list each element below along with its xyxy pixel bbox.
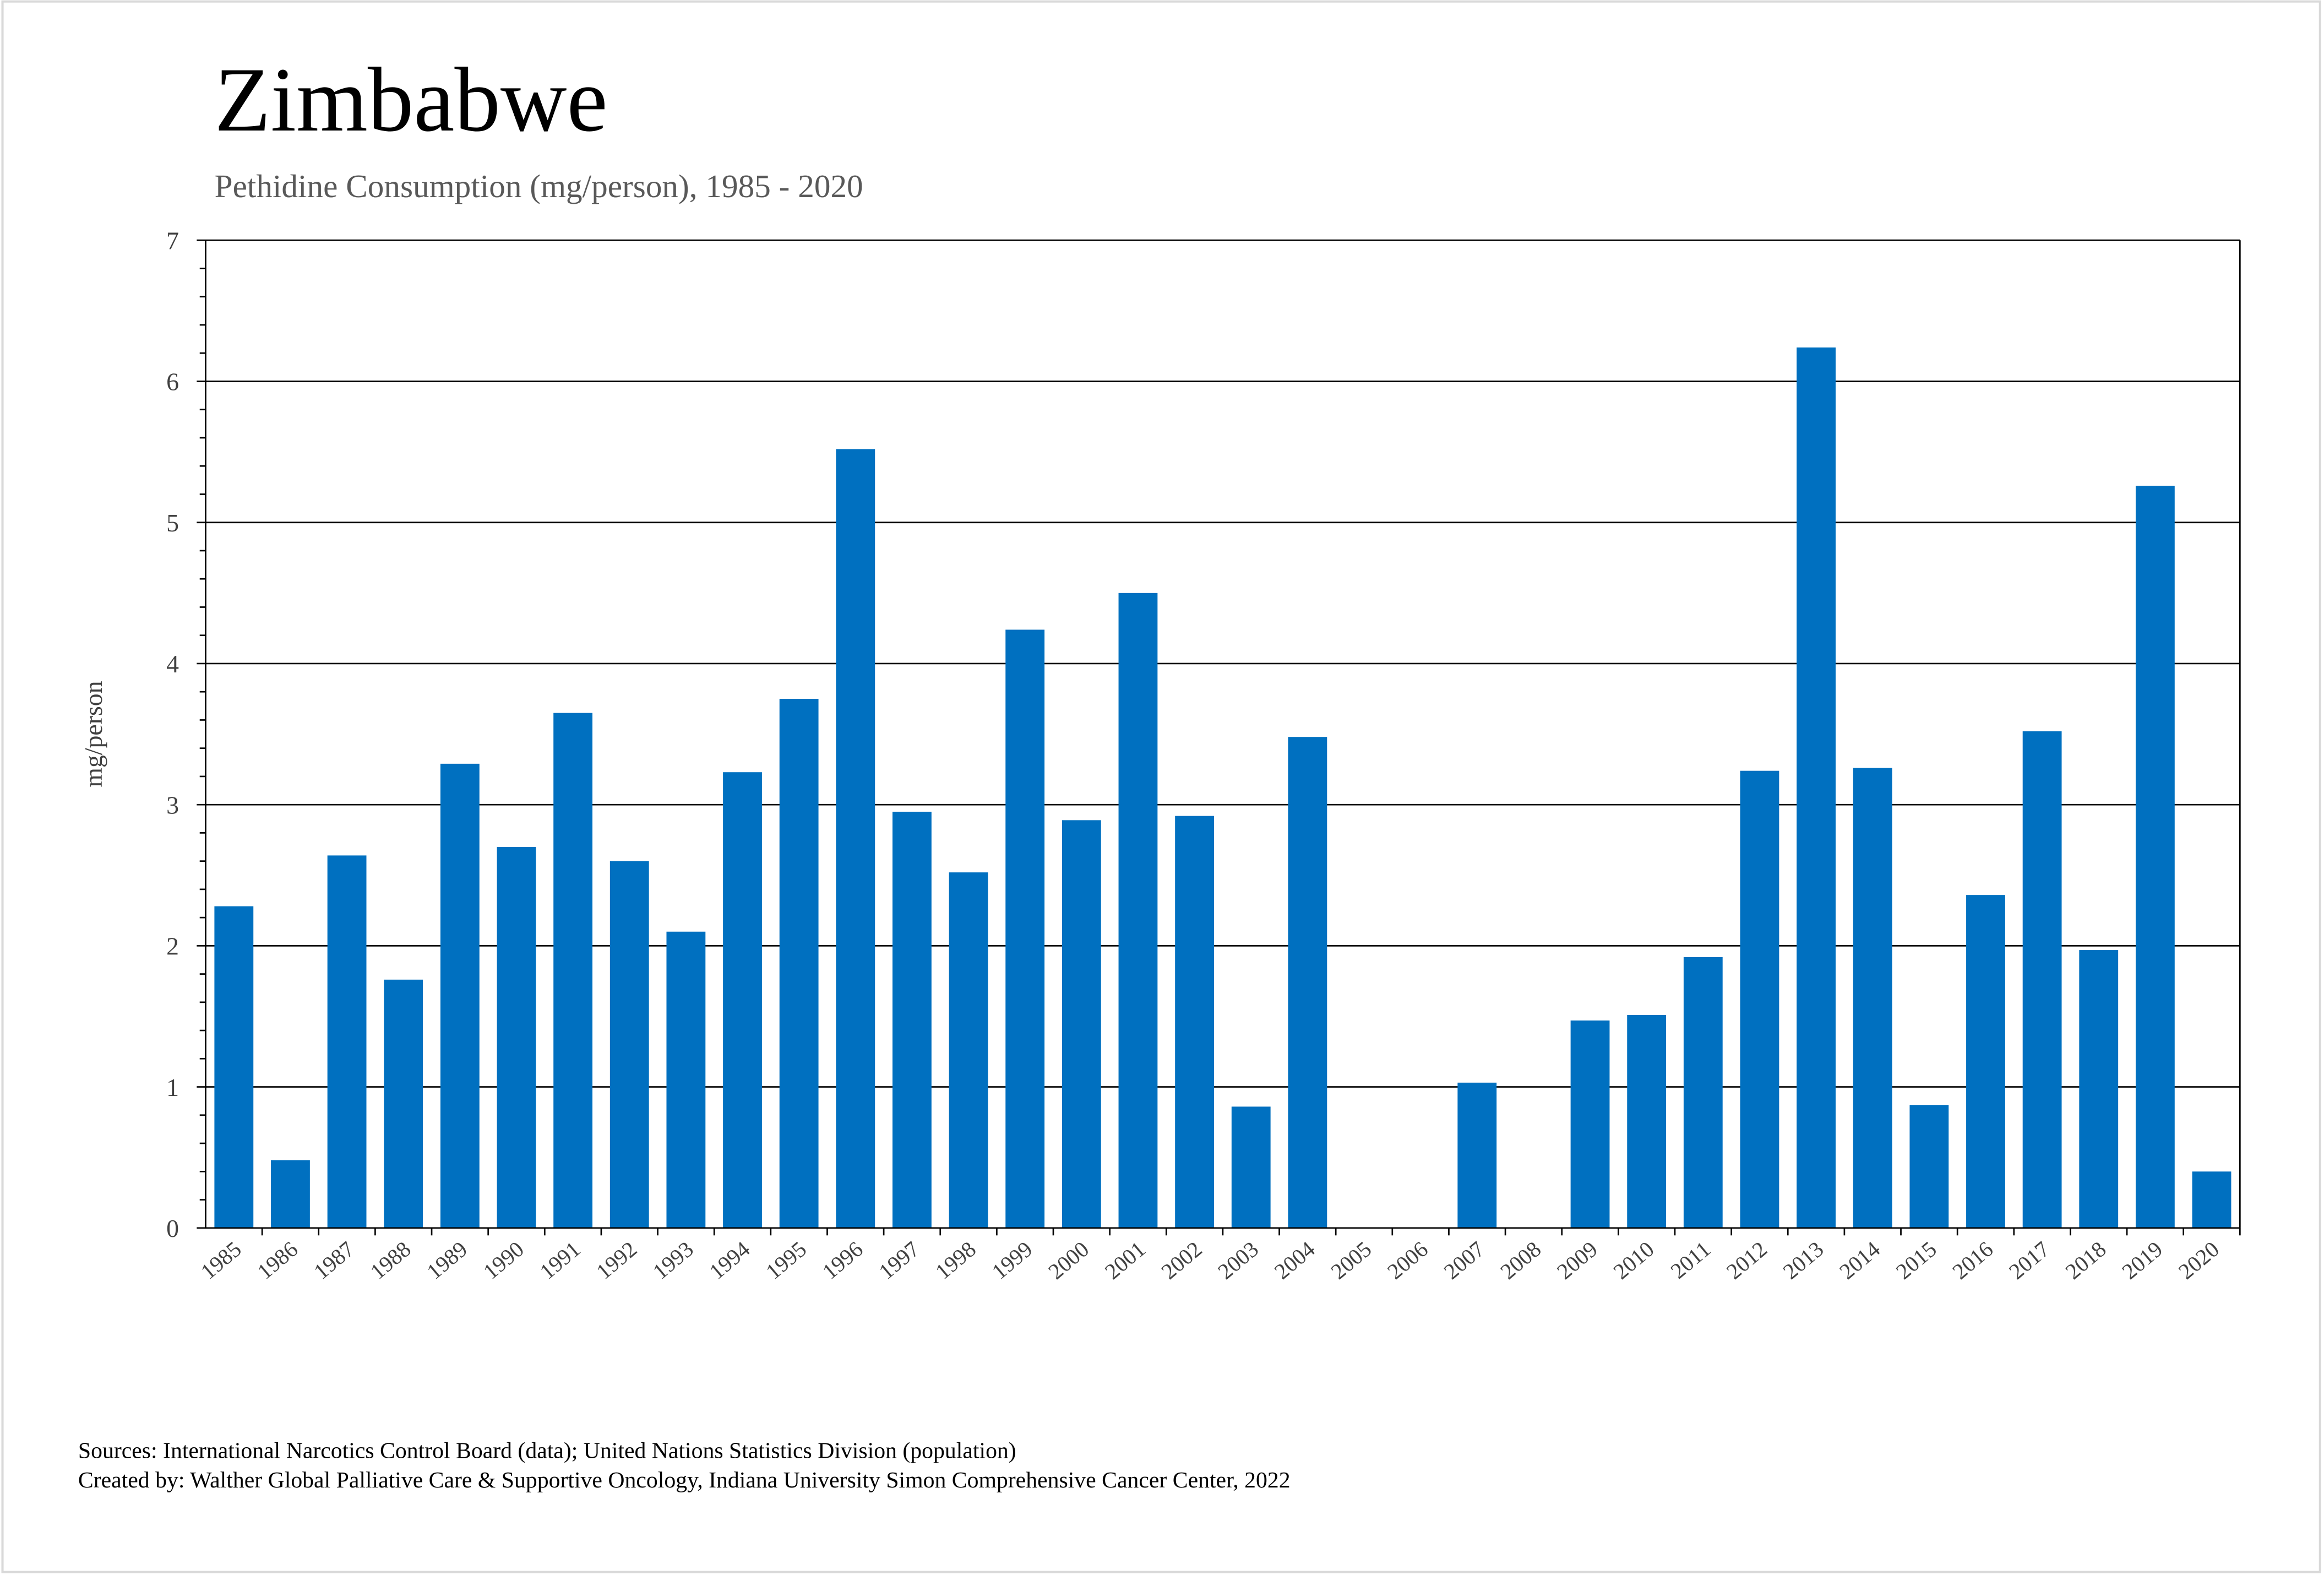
chart-subtitle: Pethidine Consumption (mg/person), 1985 … [215, 168, 863, 204]
bar-1986 [271, 1160, 310, 1228]
footer-sources: Sources: International Narcotics Control… [78, 1438, 1016, 1463]
bar-2011 [1683, 957, 1723, 1228]
y-tick-label: 5 [166, 509, 179, 537]
bar-1991 [553, 713, 593, 1228]
bar-1987 [327, 855, 367, 1228]
y-tick-label: 0 [166, 1214, 179, 1242]
bar-1989 [440, 763, 480, 1228]
bar-1990 [497, 847, 536, 1228]
bar-2016 [1966, 895, 2005, 1228]
bar-2019 [2135, 486, 2175, 1228]
y-tick-label: 1 [166, 1073, 179, 1101]
bar-2002 [1175, 816, 1215, 1228]
y-tick-label: 4 [166, 650, 179, 678]
bar-2020 [2192, 1171, 2232, 1228]
bar-2014 [1853, 768, 1892, 1228]
bar-2018 [2079, 950, 2119, 1228]
bar-1996 [836, 449, 875, 1228]
y-tick-label: 6 [166, 368, 179, 396]
bar-2017 [2022, 731, 2062, 1228]
bar-2003 [1231, 1106, 1271, 1228]
bar-1995 [779, 698, 819, 1228]
footer-created-by: Created by: Walther Global Palliative Ca… [78, 1468, 1291, 1493]
bar-1999 [1005, 629, 1045, 1228]
y-tick-label: 2 [166, 932, 179, 960]
bars [214, 347, 2232, 1228]
bar-2001 [1118, 593, 1158, 1228]
gridlines [205, 239, 2240, 1088]
bar-1993 [666, 931, 706, 1228]
y-axis-label: mg/person [79, 681, 107, 787]
bar-1994 [723, 772, 762, 1228]
bar-1998 [949, 872, 988, 1228]
bar-2013 [1797, 347, 1836, 1228]
bar-2004 [1288, 737, 1327, 1228]
bar-2007 [1457, 1082, 1497, 1228]
bar-2012 [1740, 770, 1779, 1228]
bar-2000 [1062, 820, 1101, 1228]
chart-title: Zimbabwe [215, 49, 608, 151]
y-tick-label: 7 [166, 226, 179, 254]
bar-1992 [609, 861, 649, 1228]
bar-2010 [1627, 1014, 1667, 1228]
bar-1988 [384, 979, 423, 1228]
y-tick-label: 3 [166, 791, 179, 819]
y-tick-labels: 0 1 2 3 4 5 6 7 [166, 226, 179, 1242]
bar-2015 [1909, 1105, 1949, 1228]
axes [197, 239, 2241, 1236]
bar-2009 [1570, 1020, 1610, 1228]
bar-1985 [214, 906, 254, 1228]
bar-1997 [892, 811, 932, 1228]
